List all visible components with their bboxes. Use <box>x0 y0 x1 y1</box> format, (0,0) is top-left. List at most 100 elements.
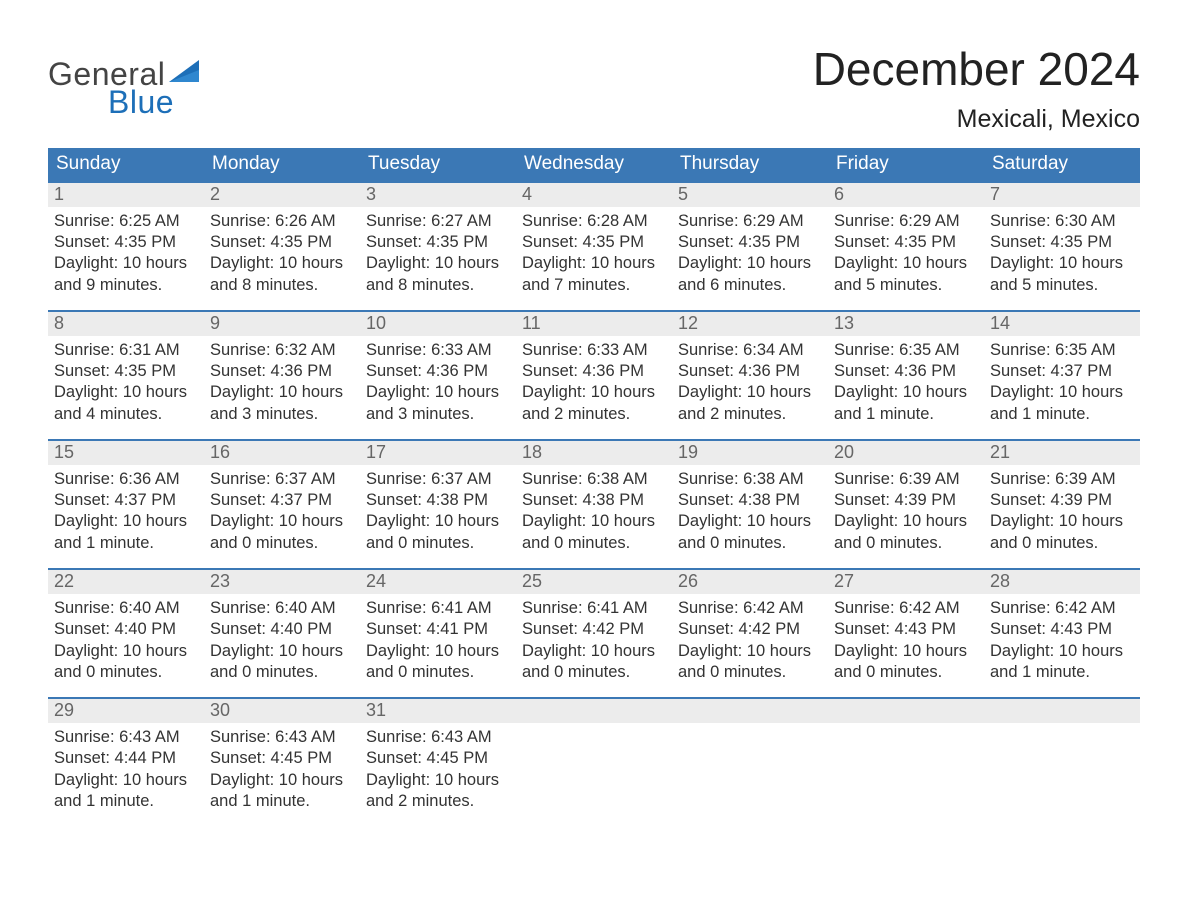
day-line-d1: Daylight: 10 hours <box>54 770 198 791</box>
day-body: Sunrise: 6:29 AMSunset: 4:35 PMDaylight:… <box>828 207 984 295</box>
day-cell: 4Sunrise: 6:28 AMSunset: 4:35 PMDaylight… <box>516 183 672 296</box>
day-line-sunset: Sunset: 4:36 PM <box>522 361 666 382</box>
day-line-sunrise: Sunrise: 6:39 AM <box>834 469 978 490</box>
day-line-d1: Daylight: 10 hours <box>522 641 666 662</box>
week-row: 22Sunrise: 6:40 AMSunset: 4:40 PMDayligh… <box>48 568 1140 683</box>
day-line-sunset: Sunset: 4:42 PM <box>678 619 822 640</box>
sail-icon <box>169 60 203 90</box>
day-number: 30 <box>204 699 360 724</box>
day-line-d1: Daylight: 10 hours <box>990 253 1134 274</box>
day-line-d1: Daylight: 10 hours <box>990 641 1134 662</box>
day-body: Sunrise: 6:35 AMSunset: 4:36 PMDaylight:… <box>828 336 984 424</box>
day-cell: 3Sunrise: 6:27 AMSunset: 4:35 PMDaylight… <box>360 183 516 296</box>
day-line-sunrise: Sunrise: 6:30 AM <box>990 211 1134 232</box>
day-line-sunrise: Sunrise: 6:35 AM <box>834 340 978 361</box>
day-header: Wednesday <box>516 148 672 181</box>
day-number: 15 <box>48 441 204 466</box>
week-row: 1Sunrise: 6:25 AMSunset: 4:35 PMDaylight… <box>48 181 1140 296</box>
day-line-sunset: Sunset: 4:35 PM <box>522 232 666 253</box>
weeks-container: 1Sunrise: 6:25 AMSunset: 4:35 PMDaylight… <box>48 181 1140 812</box>
day-number: 10 <box>360 312 516 337</box>
day-number: 25 <box>516 570 672 595</box>
day-line-d1: Daylight: 10 hours <box>210 770 354 791</box>
day-number: 24 <box>360 570 516 595</box>
day-line-sunset: Sunset: 4:35 PM <box>54 232 198 253</box>
day-line-d1: Daylight: 10 hours <box>210 641 354 662</box>
day-line-sunset: Sunset: 4:40 PM <box>54 619 198 640</box>
day-cell: 18Sunrise: 6:38 AMSunset: 4:38 PMDayligh… <box>516 441 672 554</box>
day-line-sunrise: Sunrise: 6:43 AM <box>54 727 198 748</box>
day-line-sunrise: Sunrise: 6:41 AM <box>522 598 666 619</box>
day-body: Sunrise: 6:42 AMSunset: 4:43 PMDaylight:… <box>828 594 984 682</box>
day-cell: 19Sunrise: 6:38 AMSunset: 4:38 PMDayligh… <box>672 441 828 554</box>
day-line-d1: Daylight: 10 hours <box>54 382 198 403</box>
day-line-sunset: Sunset: 4:35 PM <box>678 232 822 253</box>
day-body: Sunrise: 6:37 AMSunset: 4:38 PMDaylight:… <box>360 465 516 553</box>
day-line-sunset: Sunset: 4:39 PM <box>990 490 1134 511</box>
day-body: Sunrise: 6:26 AMSunset: 4:35 PMDaylight:… <box>204 207 360 295</box>
day-line-d1: Daylight: 10 hours <box>366 770 510 791</box>
day-line-sunrise: Sunrise: 6:33 AM <box>366 340 510 361</box>
day-line-sunrise: Sunrise: 6:43 AM <box>366 727 510 748</box>
day-body: Sunrise: 6:40 AMSunset: 4:40 PMDaylight:… <box>48 594 204 682</box>
day-line-d2: and 5 minutes. <box>834 275 978 296</box>
day-cell: 29Sunrise: 6:43 AMSunset: 4:44 PMDayligh… <box>48 699 204 812</box>
day-number: 29 <box>48 699 204 724</box>
day-line-d2: and 3 minutes. <box>210 404 354 425</box>
day-body: Sunrise: 6:38 AMSunset: 4:38 PMDaylight:… <box>516 465 672 553</box>
day-line-d2: and 1 minute. <box>834 404 978 425</box>
day-line-d2: and 1 minute. <box>54 533 198 554</box>
day-number: 23 <box>204 570 360 595</box>
day-line-sunset: Sunset: 4:42 PM <box>522 619 666 640</box>
day-header: Saturday <box>984 148 1140 181</box>
day-cell: 30Sunrise: 6:43 AMSunset: 4:45 PMDayligh… <box>204 699 360 812</box>
day-line-sunrise: Sunrise: 6:43 AM <box>210 727 354 748</box>
day-number: 18 <box>516 441 672 466</box>
day-cell: 14Sunrise: 6:35 AMSunset: 4:37 PMDayligh… <box>984 312 1140 425</box>
header-row: General Blue December 2024 Mexicali, Mex… <box>48 44 1140 134</box>
day-line-d1: Daylight: 10 hours <box>366 641 510 662</box>
day-line-sunset: Sunset: 4:43 PM <box>834 619 978 640</box>
day-number <box>672 699 828 724</box>
day-cell: 11Sunrise: 6:33 AMSunset: 4:36 PMDayligh… <box>516 312 672 425</box>
day-line-d1: Daylight: 10 hours <box>522 511 666 532</box>
day-line-sunrise: Sunrise: 6:40 AM <box>210 598 354 619</box>
day-body: Sunrise: 6:29 AMSunset: 4:35 PMDaylight:… <box>672 207 828 295</box>
day-line-sunrise: Sunrise: 6:35 AM <box>990 340 1134 361</box>
day-line-d1: Daylight: 10 hours <box>678 641 822 662</box>
day-line-d2: and 0 minutes. <box>678 533 822 554</box>
day-number: 13 <box>828 312 984 337</box>
day-cell: 24Sunrise: 6:41 AMSunset: 4:41 PMDayligh… <box>360 570 516 683</box>
calendar-page: General Blue December 2024 Mexicali, Mex… <box>0 0 1188 852</box>
day-line-sunrise: Sunrise: 6:37 AM <box>210 469 354 490</box>
day-number: 26 <box>672 570 828 595</box>
day-line-sunset: Sunset: 4:38 PM <box>678 490 822 511</box>
day-line-d1: Daylight: 10 hours <box>54 641 198 662</box>
day-line-sunrise: Sunrise: 6:25 AM <box>54 211 198 232</box>
day-line-sunrise: Sunrise: 6:26 AM <box>210 211 354 232</box>
day-number: 7 <box>984 183 1140 208</box>
day-line-d1: Daylight: 10 hours <box>990 382 1134 403</box>
day-line-d1: Daylight: 10 hours <box>210 511 354 532</box>
day-cell: 7Sunrise: 6:30 AMSunset: 4:35 PMDaylight… <box>984 183 1140 296</box>
day-cell: 8Sunrise: 6:31 AMSunset: 4:35 PMDaylight… <box>48 312 204 425</box>
day-line-d2: and 0 minutes. <box>678 662 822 683</box>
day-line-sunrise: Sunrise: 6:38 AM <box>522 469 666 490</box>
day-body: Sunrise: 6:39 AMSunset: 4:39 PMDaylight:… <box>828 465 984 553</box>
day-body: Sunrise: 6:43 AMSunset: 4:44 PMDaylight:… <box>48 723 204 811</box>
day-number <box>828 699 984 724</box>
day-cell: 20Sunrise: 6:39 AMSunset: 4:39 PMDayligh… <box>828 441 984 554</box>
day-cell <box>672 699 828 812</box>
day-cell: 10Sunrise: 6:33 AMSunset: 4:36 PMDayligh… <box>360 312 516 425</box>
day-line-sunrise: Sunrise: 6:37 AM <box>366 469 510 490</box>
day-line-d2: and 0 minutes. <box>366 533 510 554</box>
day-number: 3 <box>360 183 516 208</box>
day-line-sunrise: Sunrise: 6:36 AM <box>54 469 198 490</box>
day-cell: 5Sunrise: 6:29 AMSunset: 4:35 PMDaylight… <box>672 183 828 296</box>
day-line-d2: and 0 minutes. <box>522 662 666 683</box>
day-line-d1: Daylight: 10 hours <box>366 253 510 274</box>
day-line-d1: Daylight: 10 hours <box>210 253 354 274</box>
day-header: Thursday <box>672 148 828 181</box>
day-line-sunset: Sunset: 4:37 PM <box>54 490 198 511</box>
day-cell <box>984 699 1140 812</box>
